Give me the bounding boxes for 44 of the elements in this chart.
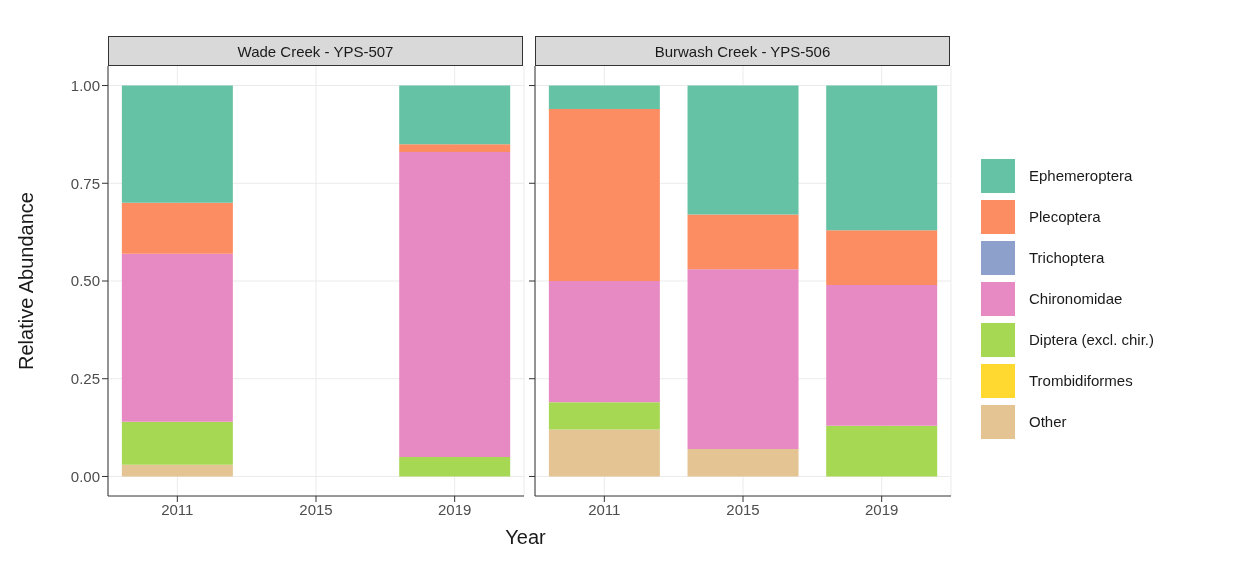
- bar: [121, 202, 233, 254]
- bar: [121, 464, 233, 477]
- bar: [121, 421, 233, 465]
- bar: [687, 269, 799, 450]
- bar: [687, 449, 799, 477]
- bar: [121, 253, 233, 422]
- legend-label: Other: [1029, 413, 1067, 430]
- x-tick-label: 2015: [726, 500, 760, 518]
- y-tick-label: 0.75: [70, 174, 100, 192]
- y-axis-title: Relative Abundance: [15, 192, 38, 370]
- chart-title: Burwash Creek - YPS-506: [535, 36, 950, 66]
- bar: [548, 281, 660, 403]
- legend-label: Ephemeroptera: [1029, 167, 1133, 184]
- x-tick-label: 2019: [437, 500, 472, 518]
- bar: [399, 152, 511, 457]
- y-tick-label: 1.00: [70, 76, 100, 94]
- bar: [548, 85, 660, 109]
- bar: [548, 429, 660, 477]
- bar: [121, 85, 233, 203]
- legend-label: Chironomidae: [1029, 290, 1123, 307]
- legend-label: Diptera (excl. chir.): [1029, 331, 1155, 348]
- x-tick-label: 2015: [299, 500, 333, 518]
- bar: [826, 284, 938, 426]
- bar: [826, 230, 938, 285]
- bar: [687, 85, 799, 215]
- bar: [548, 402, 660, 430]
- legend-label: Plecoptera: [1029, 208, 1101, 225]
- bar: [687, 214, 799, 270]
- x-tick-label: 2011: [588, 500, 621, 518]
- bar: [826, 425, 938, 477]
- y-tick-label: 0.00: [70, 467, 100, 485]
- x-axis-title: Year: [504, 526, 547, 549]
- bar: [826, 85, 938, 231]
- bar: [399, 85, 511, 145]
- y-tick-label: 0.25: [70, 370, 100, 388]
- bar: [399, 144, 511, 152]
- x-tick-label: 2019: [864, 500, 899, 518]
- bar: [548, 109, 660, 281]
- legend-label: Trichoptera: [1029, 249, 1105, 266]
- chart-title: Wade Creek - YPS-507: [108, 36, 523, 66]
- legend-label: Trombidiformes: [1029, 372, 1133, 389]
- y-tick-label: 0.50: [70, 272, 100, 290]
- x-tick-label: 2011: [161, 500, 194, 518]
- bar: [399, 456, 511, 477]
